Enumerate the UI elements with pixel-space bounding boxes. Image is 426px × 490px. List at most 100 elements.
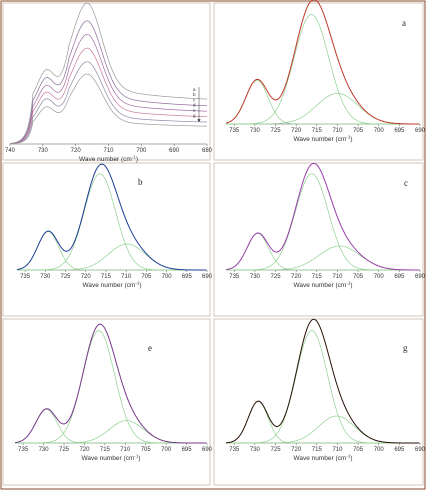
x-tick-label: 720 <box>291 274 302 280</box>
x-tick-label: 705 <box>353 128 364 134</box>
x-axis-label: Wave number (cm-1) <box>293 135 352 144</box>
x-axis-label: Wave number (cm-1) <box>82 281 141 290</box>
panel-frame <box>213 162 424 317</box>
x-tick-label: 705 <box>141 274 152 280</box>
spectrum-line-d <box>9 47 208 145</box>
x-tick-label: 735 <box>229 447 240 453</box>
x-tick-label: 705 <box>353 274 364 280</box>
x-tick-label: 725 <box>271 274 282 280</box>
fit-curve <box>14 323 207 444</box>
stack-label-e: e <box>193 108 196 113</box>
x-tick-label: 710 <box>121 274 132 280</box>
spectrum-line-a <box>9 2 208 144</box>
component-peak-2 <box>226 14 420 125</box>
x-tick-label: 740 <box>5 148 16 154</box>
panel-label: a <box>402 18 406 28</box>
x-tick-label: 695 <box>182 274 193 280</box>
stack-label-a: a <box>193 87 196 92</box>
x-axis-label: Wave number (cm-1) <box>293 281 352 290</box>
x-tick-label: 715 <box>312 274 323 280</box>
stack-label-g: g <box>193 113 196 118</box>
x-tick-label: 695 <box>394 274 405 280</box>
panel-frame <box>2 318 211 486</box>
x-tick-label: 735 <box>18 447 29 453</box>
x-tick-label: 680 <box>202 148 213 154</box>
x-tick-label: 690 <box>202 447 213 453</box>
spectrum-line-e <box>9 61 208 145</box>
x-tick-label: 700 <box>161 447 172 453</box>
x-tick-label: 720 <box>291 128 302 134</box>
x-tick-label: 700 <box>374 274 385 280</box>
x-tick-label: 690 <box>415 447 426 453</box>
x-tick-label: 695 <box>394 128 405 134</box>
panel-a: 735 730 725 720 715 710 705 700 695 690 Wave numbe… <box>213 0 426 161</box>
x-tick-label: 705 <box>141 447 152 453</box>
x-axis-label: Wave number (cm-1) <box>79 155 138 164</box>
panel-label: e <box>148 343 152 353</box>
x-tick-label: 735 <box>20 274 31 280</box>
x-tick-label: 730 <box>40 274 51 280</box>
x-tick-label: 715 <box>312 447 323 453</box>
x-axis-label: Wave number (cm-1) <box>81 454 140 463</box>
fit-curve <box>225 0 420 125</box>
panel-frame <box>213 318 424 486</box>
x-tick-label: 725 <box>59 447 70 453</box>
x-tick-label: 690 <box>202 274 213 280</box>
x-tick-label: 690 <box>415 274 426 280</box>
x-tick-label: 730 <box>250 128 261 134</box>
x-tick-label: 725 <box>271 128 282 134</box>
stack-label-b: b <box>193 92 196 97</box>
stack-arrow-head <box>197 119 201 123</box>
x-tick-label: 715 <box>101 274 112 280</box>
panel-c: 735 730 725 720 715 710 705 700 695 690 Wave numbe… <box>213 162 426 317</box>
x-tick-label: 720 <box>71 148 82 154</box>
x-tick-label: 700 <box>374 128 385 134</box>
spectrum-line-b <box>9 20 208 144</box>
component-peak-2 <box>226 173 420 271</box>
x-tick-label: 710 <box>332 447 343 453</box>
x-tick-label: 715 <box>100 447 111 453</box>
x-tick-label: 730 <box>250 447 261 453</box>
x-tick-label: 695 <box>394 447 405 453</box>
panel-label: b <box>138 177 143 187</box>
x-tick-label: 695 <box>182 447 193 453</box>
x-tick-label: 710 <box>332 128 343 134</box>
x-tick-label: 700 <box>374 447 385 453</box>
x-tick-label: 710 <box>120 447 131 453</box>
x-tick-label: 715 <box>312 128 323 134</box>
x-tick-label: 720 <box>81 274 92 280</box>
stack-label-d: d <box>193 103 196 108</box>
component-peak-2 <box>17 173 207 271</box>
x-axis-label: Wave number (cm-1) <box>293 454 352 463</box>
x-tick-label: 720 <box>79 447 90 453</box>
fit-curve <box>225 162 420 271</box>
panel-g: 735 730 725 720 715 710 705 700 695 690 Wave numbe… <box>213 318 426 486</box>
x-tick-label: 730 <box>39 447 50 453</box>
spectrum-line-g <box>9 73 208 145</box>
x-tick-label: 690 <box>415 128 426 134</box>
x-tick-label: 700 <box>162 274 173 280</box>
fit-curve <box>225 318 420 444</box>
panel-frame <box>213 2 424 161</box>
x-tick-label: 710 <box>332 274 343 280</box>
panel-label: g <box>403 343 408 353</box>
fit-curve <box>16 163 207 271</box>
x-tick-label: 725 <box>61 274 72 280</box>
x-tick-label: 705 <box>353 447 364 453</box>
x-tick-label: 690 <box>169 148 180 154</box>
panel-b: 735 730 725 720 715 710 705 700 695 690 Wave numbe… <box>2 162 213 317</box>
x-tick-label: 725 <box>271 447 282 453</box>
x-tick-label: 730 <box>250 274 261 280</box>
x-tick-label: 730 <box>38 148 49 154</box>
x-tick-label: 700 <box>136 148 147 154</box>
spectrum-line-c <box>9 34 208 144</box>
panel-e: 735 730 725 720 715 710 705 700 695 690 Wave numbe… <box>2 318 213 486</box>
panel-frame <box>2 162 211 317</box>
panel-label: c <box>404 178 408 188</box>
x-tick-label: 735 <box>229 274 240 280</box>
x-tick-label: 710 <box>103 148 114 154</box>
x-tick-label: 720 <box>291 447 302 453</box>
panel-overlay: 740 730 720 710 700 690 680 Wave number (cm-1) a… <box>2 2 213 164</box>
panel-frame <box>2 2 211 161</box>
